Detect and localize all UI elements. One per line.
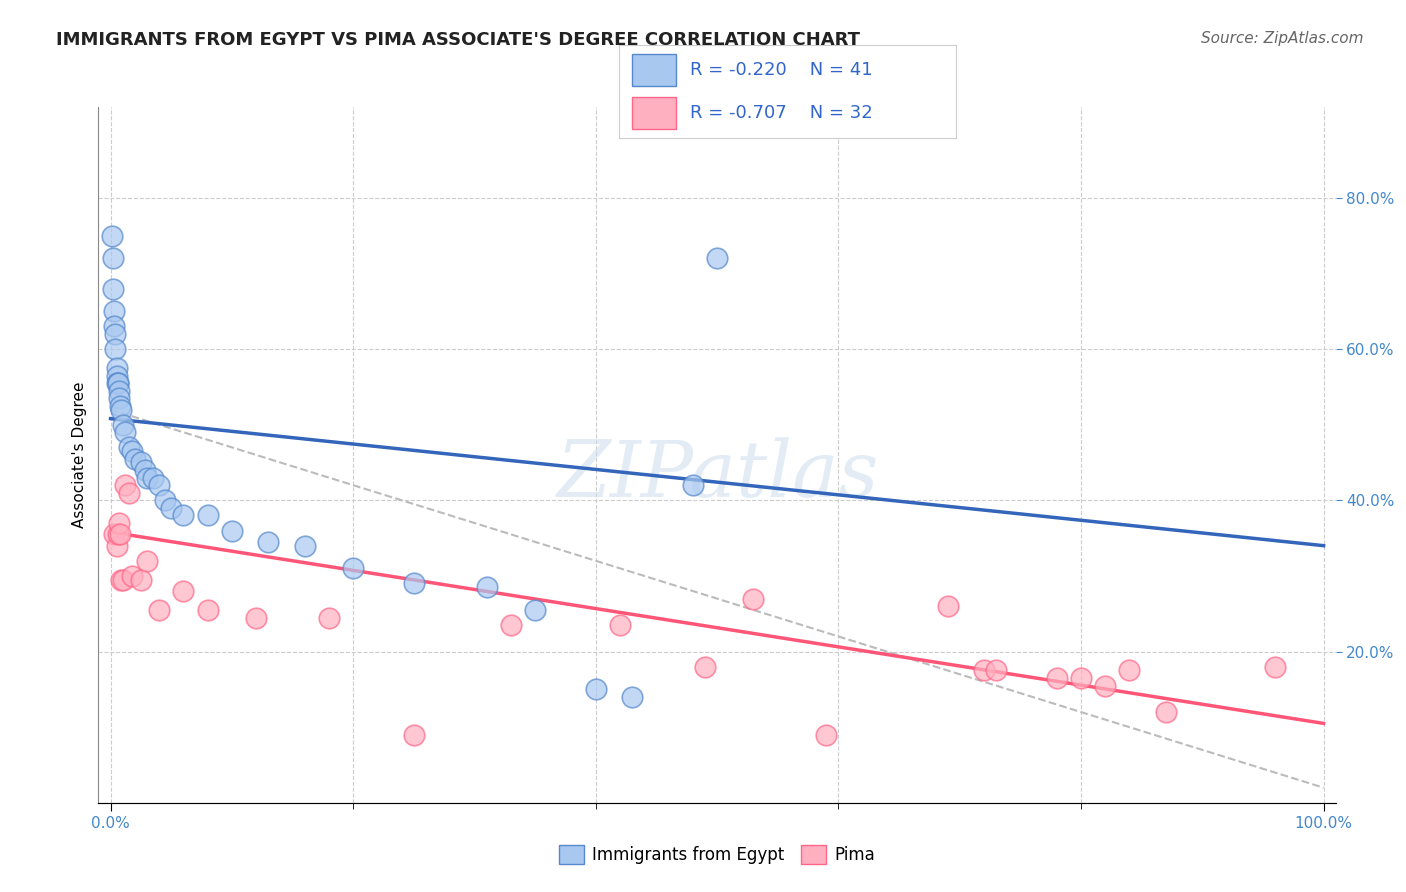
Point: [693, 659, 716, 673]
Point: [973, 664, 995, 678]
Point: [110, 402, 132, 417]
Point: [114, 425, 136, 440]
Point: [682, 478, 704, 492]
Y-axis label: Associate's Degree: Associate's Degree: [72, 382, 87, 528]
Point: [621, 690, 644, 704]
Point: [108, 516, 131, 530]
Point: [104, 342, 127, 356]
Point: [100, 228, 122, 243]
Point: [103, 527, 125, 541]
Point: [118, 441, 141, 455]
Point: [609, 618, 631, 632]
Point: [136, 554, 159, 568]
Point: [103, 304, 125, 318]
Point: [499, 618, 522, 632]
Text: Source: ZipAtlas.com: Source: ZipAtlas.com: [1201, 31, 1364, 46]
Point: [110, 399, 132, 413]
Point: [742, 591, 765, 606]
Point: [121, 444, 143, 458]
Point: [107, 376, 129, 390]
Point: [475, 580, 498, 594]
Point: [172, 508, 194, 523]
Point: [153, 493, 176, 508]
Point: [134, 463, 156, 477]
Text: R = -0.220    N = 41: R = -0.220 N = 41: [689, 61, 872, 78]
Point: [105, 368, 128, 383]
Point: [110, 527, 132, 541]
Point: [105, 361, 128, 376]
Point: [221, 524, 243, 538]
Point: [402, 728, 425, 742]
Point: [105, 539, 128, 553]
Point: [524, 603, 547, 617]
Point: [1094, 679, 1116, 693]
Point: [342, 561, 364, 575]
FancyBboxPatch shape: [633, 54, 676, 86]
Point: [257, 535, 280, 549]
Text: IMMIGRANTS FROM EGYPT VS PIMA ASSOCIATE'S DEGREE CORRELATION CHART: IMMIGRANTS FROM EGYPT VS PIMA ASSOCIATE'…: [56, 31, 860, 49]
Point: [245, 610, 267, 624]
Point: [148, 603, 170, 617]
Point: [110, 573, 132, 587]
Point: [585, 682, 607, 697]
Point: [103, 319, 125, 334]
Point: [402, 576, 425, 591]
Point: [108, 384, 131, 398]
Point: [984, 664, 1007, 678]
Point: [318, 610, 340, 624]
Point: [1264, 659, 1286, 673]
Point: [121, 569, 143, 583]
Point: [104, 326, 127, 341]
Point: [936, 599, 959, 614]
Text: ZIPatlas: ZIPatlas: [555, 438, 879, 514]
Point: [1070, 671, 1092, 685]
Point: [294, 539, 316, 553]
Point: [129, 573, 152, 587]
Point: [107, 376, 129, 390]
Point: [107, 527, 129, 541]
Point: [1154, 705, 1177, 719]
Point: [101, 252, 124, 266]
Point: [118, 485, 141, 500]
Point: [124, 451, 146, 466]
Point: [160, 500, 183, 515]
Point: [197, 603, 219, 617]
Point: [101, 281, 124, 295]
Point: [105, 376, 128, 390]
Point: [136, 470, 159, 484]
Point: [1046, 671, 1069, 685]
Point: [108, 391, 131, 405]
Point: [114, 478, 136, 492]
Legend: Immigrants from Egypt, Pima: Immigrants from Egypt, Pima: [553, 838, 882, 871]
Point: [172, 584, 194, 599]
Point: [197, 508, 219, 523]
Point: [111, 417, 134, 432]
Point: [1118, 664, 1140, 678]
Text: R = -0.707    N = 32: R = -0.707 N = 32: [689, 104, 872, 122]
Point: [142, 470, 165, 484]
Point: [148, 478, 170, 492]
Point: [815, 728, 838, 742]
FancyBboxPatch shape: [633, 97, 676, 129]
Point: [111, 573, 134, 587]
Point: [706, 252, 728, 266]
Point: [129, 455, 152, 469]
